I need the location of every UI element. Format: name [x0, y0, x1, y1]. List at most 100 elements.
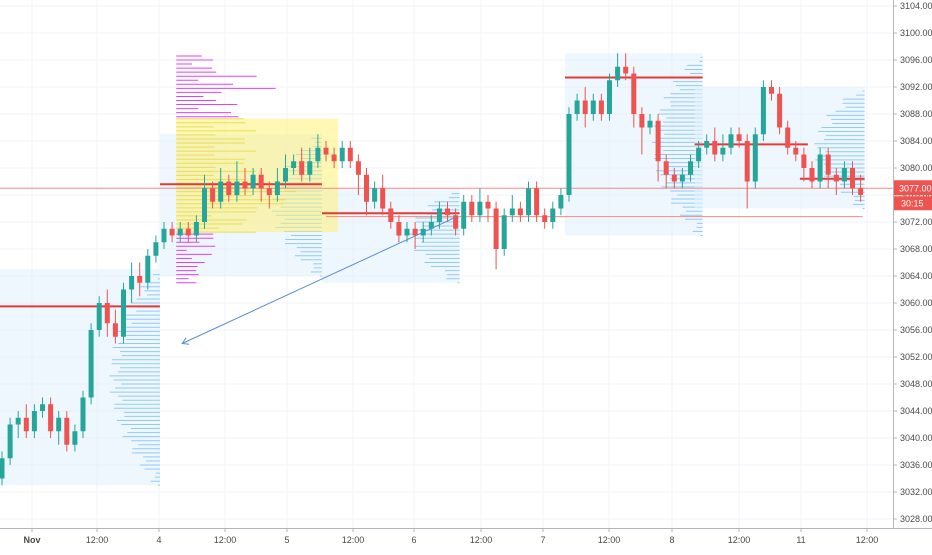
- candle-body[interactable]: [48, 404, 54, 432]
- candle-body[interactable]: [380, 188, 386, 209]
- candle-body[interactable]: [64, 417, 70, 445]
- candle-body[interactable]: [679, 174, 685, 182]
- candle-body[interactable]: [809, 168, 815, 182]
- candle-body[interactable]: [161, 228, 167, 243]
- candle-body[interactable]: [234, 181, 240, 196]
- candle-body[interactable]: [785, 127, 791, 148]
- candle-body[interactable]: [744, 141, 750, 182]
- candle-body[interactable]: [129, 276, 135, 290]
- candle-body[interactable]: [193, 222, 199, 236]
- candle-body[interactable]: [696, 147, 702, 162]
- candle-body[interactable]: [777, 93, 783, 128]
- candle-body[interactable]: [526, 188, 531, 216]
- candle-body[interactable]: [226, 181, 232, 196]
- candle-body[interactable]: [671, 174, 677, 182]
- candle-body[interactable]: [493, 208, 499, 250]
- candle-body[interactable]: [801, 154, 807, 169]
- candle-body[interactable]: [347, 147, 353, 162]
- candle-body[interactable]: [558, 195, 564, 209]
- candle-body[interactable]: [647, 120, 653, 128]
- candle-body[interactable]: [355, 161, 361, 175]
- candle-body[interactable]: [858, 188, 864, 195]
- candle-body[interactable]: [56, 417, 62, 432]
- candle-body[interactable]: [825, 154, 831, 175]
- candle-body[interactable]: [315, 147, 321, 162]
- candle-body[interactable]: [566, 114, 572, 195]
- candle-body[interactable]: [631, 73, 637, 115]
- candle-body[interactable]: [469, 201, 475, 216]
- candle-body[interactable]: [258, 174, 264, 189]
- candle-body[interactable]: [574, 100, 580, 115]
- candle-body[interactable]: [185, 228, 191, 236]
- candle-body[interactable]: [623, 66, 629, 74]
- candle-body[interactable]: [104, 303, 110, 324]
- candle-body[interactable]: [412, 228, 418, 236]
- candle-body[interactable]: [841, 168, 847, 182]
- price-axis-panel[interactable]: [893, 0, 932, 550]
- candle-body[interactable]: [655, 120, 661, 162]
- candle-body[interactable]: [7, 424, 13, 459]
- candle-body[interactable]: [752, 134, 758, 182]
- candle-body[interactable]: [88, 330, 94, 398]
- candle-body[interactable]: [461, 201, 467, 229]
- candle-body[interactable]: [210, 188, 216, 202]
- candle-body[interactable]: [388, 208, 394, 223]
- candle-body[interactable]: [137, 276, 143, 283]
- candle-body[interactable]: [323, 147, 329, 155]
- candle-body[interactable]: [833, 174, 839, 182]
- candle-body[interactable]: [509, 208, 515, 216]
- candle-body[interactable]: [121, 289, 126, 337]
- candle-body[interactable]: [485, 201, 491, 209]
- candle-body[interactable]: [769, 87, 774, 94]
- candle-body[interactable]: [590, 100, 596, 115]
- candle-body[interactable]: [550, 208, 556, 223]
- candle-body[interactable]: [177, 228, 183, 236]
- candle-body[interactable]: [202, 188, 207, 222]
- candle-body[interactable]: [728, 134, 734, 148]
- candle-body[interactable]: [331, 154, 337, 162]
- candle-body[interactable]: [712, 141, 718, 155]
- candle-body[interactable]: [266, 188, 272, 195]
- candle-body[interactable]: [501, 215, 507, 249]
- candle-body[interactable]: [169, 228, 175, 236]
- candle-body[interactable]: [850, 168, 855, 189]
- candle-body[interactable]: [542, 215, 548, 222]
- candle-body[interactable]: [663, 161, 669, 175]
- candle-body[interactable]: [639, 114, 645, 128]
- candle-body[interactable]: [153, 242, 159, 256]
- candle-body[interactable]: [396, 222, 402, 236]
- candle-body[interactable]: [80, 397, 86, 432]
- candle-body[interactable]: [688, 161, 693, 175]
- candle-body[interactable]: [736, 134, 742, 141]
- candle-body[interactable]: [598, 100, 604, 115]
- candle-body[interactable]: [372, 188, 378, 202]
- candle-body[interactable]: [760, 87, 766, 135]
- candle-body[interactable]: [0, 458, 5, 479]
- candle-body[interactable]: [145, 255, 151, 283]
- candle-body[interactable]: [364, 174, 369, 202]
- candle-body[interactable]: [112, 323, 118, 337]
- candle-body[interactable]: [817, 154, 823, 182]
- candle-body[interactable]: [793, 147, 799, 155]
- trend-arrow-line[interactable]: [181, 216, 456, 344]
- candle-body[interactable]: [704, 141, 710, 148]
- candle-body[interactable]: [428, 222, 434, 229]
- candle-body[interactable]: [31, 411, 37, 432]
- candle-body[interactable]: [15, 417, 21, 425]
- candle-body[interactable]: [404, 228, 410, 236]
- candle-body[interactable]: [291, 161, 297, 168]
- candle-body[interactable]: [299, 161, 305, 175]
- candle-body[interactable]: [534, 188, 540, 216]
- candle-body[interactable]: [283, 168, 288, 182]
- candle-body[interactable]: [307, 161, 313, 175]
- candle-body[interactable]: [720, 147, 726, 155]
- candle-body[interactable]: [218, 181, 224, 202]
- candle-body[interactable]: [607, 80, 612, 114]
- candle-body[interactable]: [242, 181, 248, 189]
- candle-body[interactable]: [339, 147, 345, 162]
- candle-body[interactable]: [96, 303, 102, 330]
- candle-body[interactable]: [274, 181, 280, 196]
- candle-body[interactable]: [615, 66, 621, 81]
